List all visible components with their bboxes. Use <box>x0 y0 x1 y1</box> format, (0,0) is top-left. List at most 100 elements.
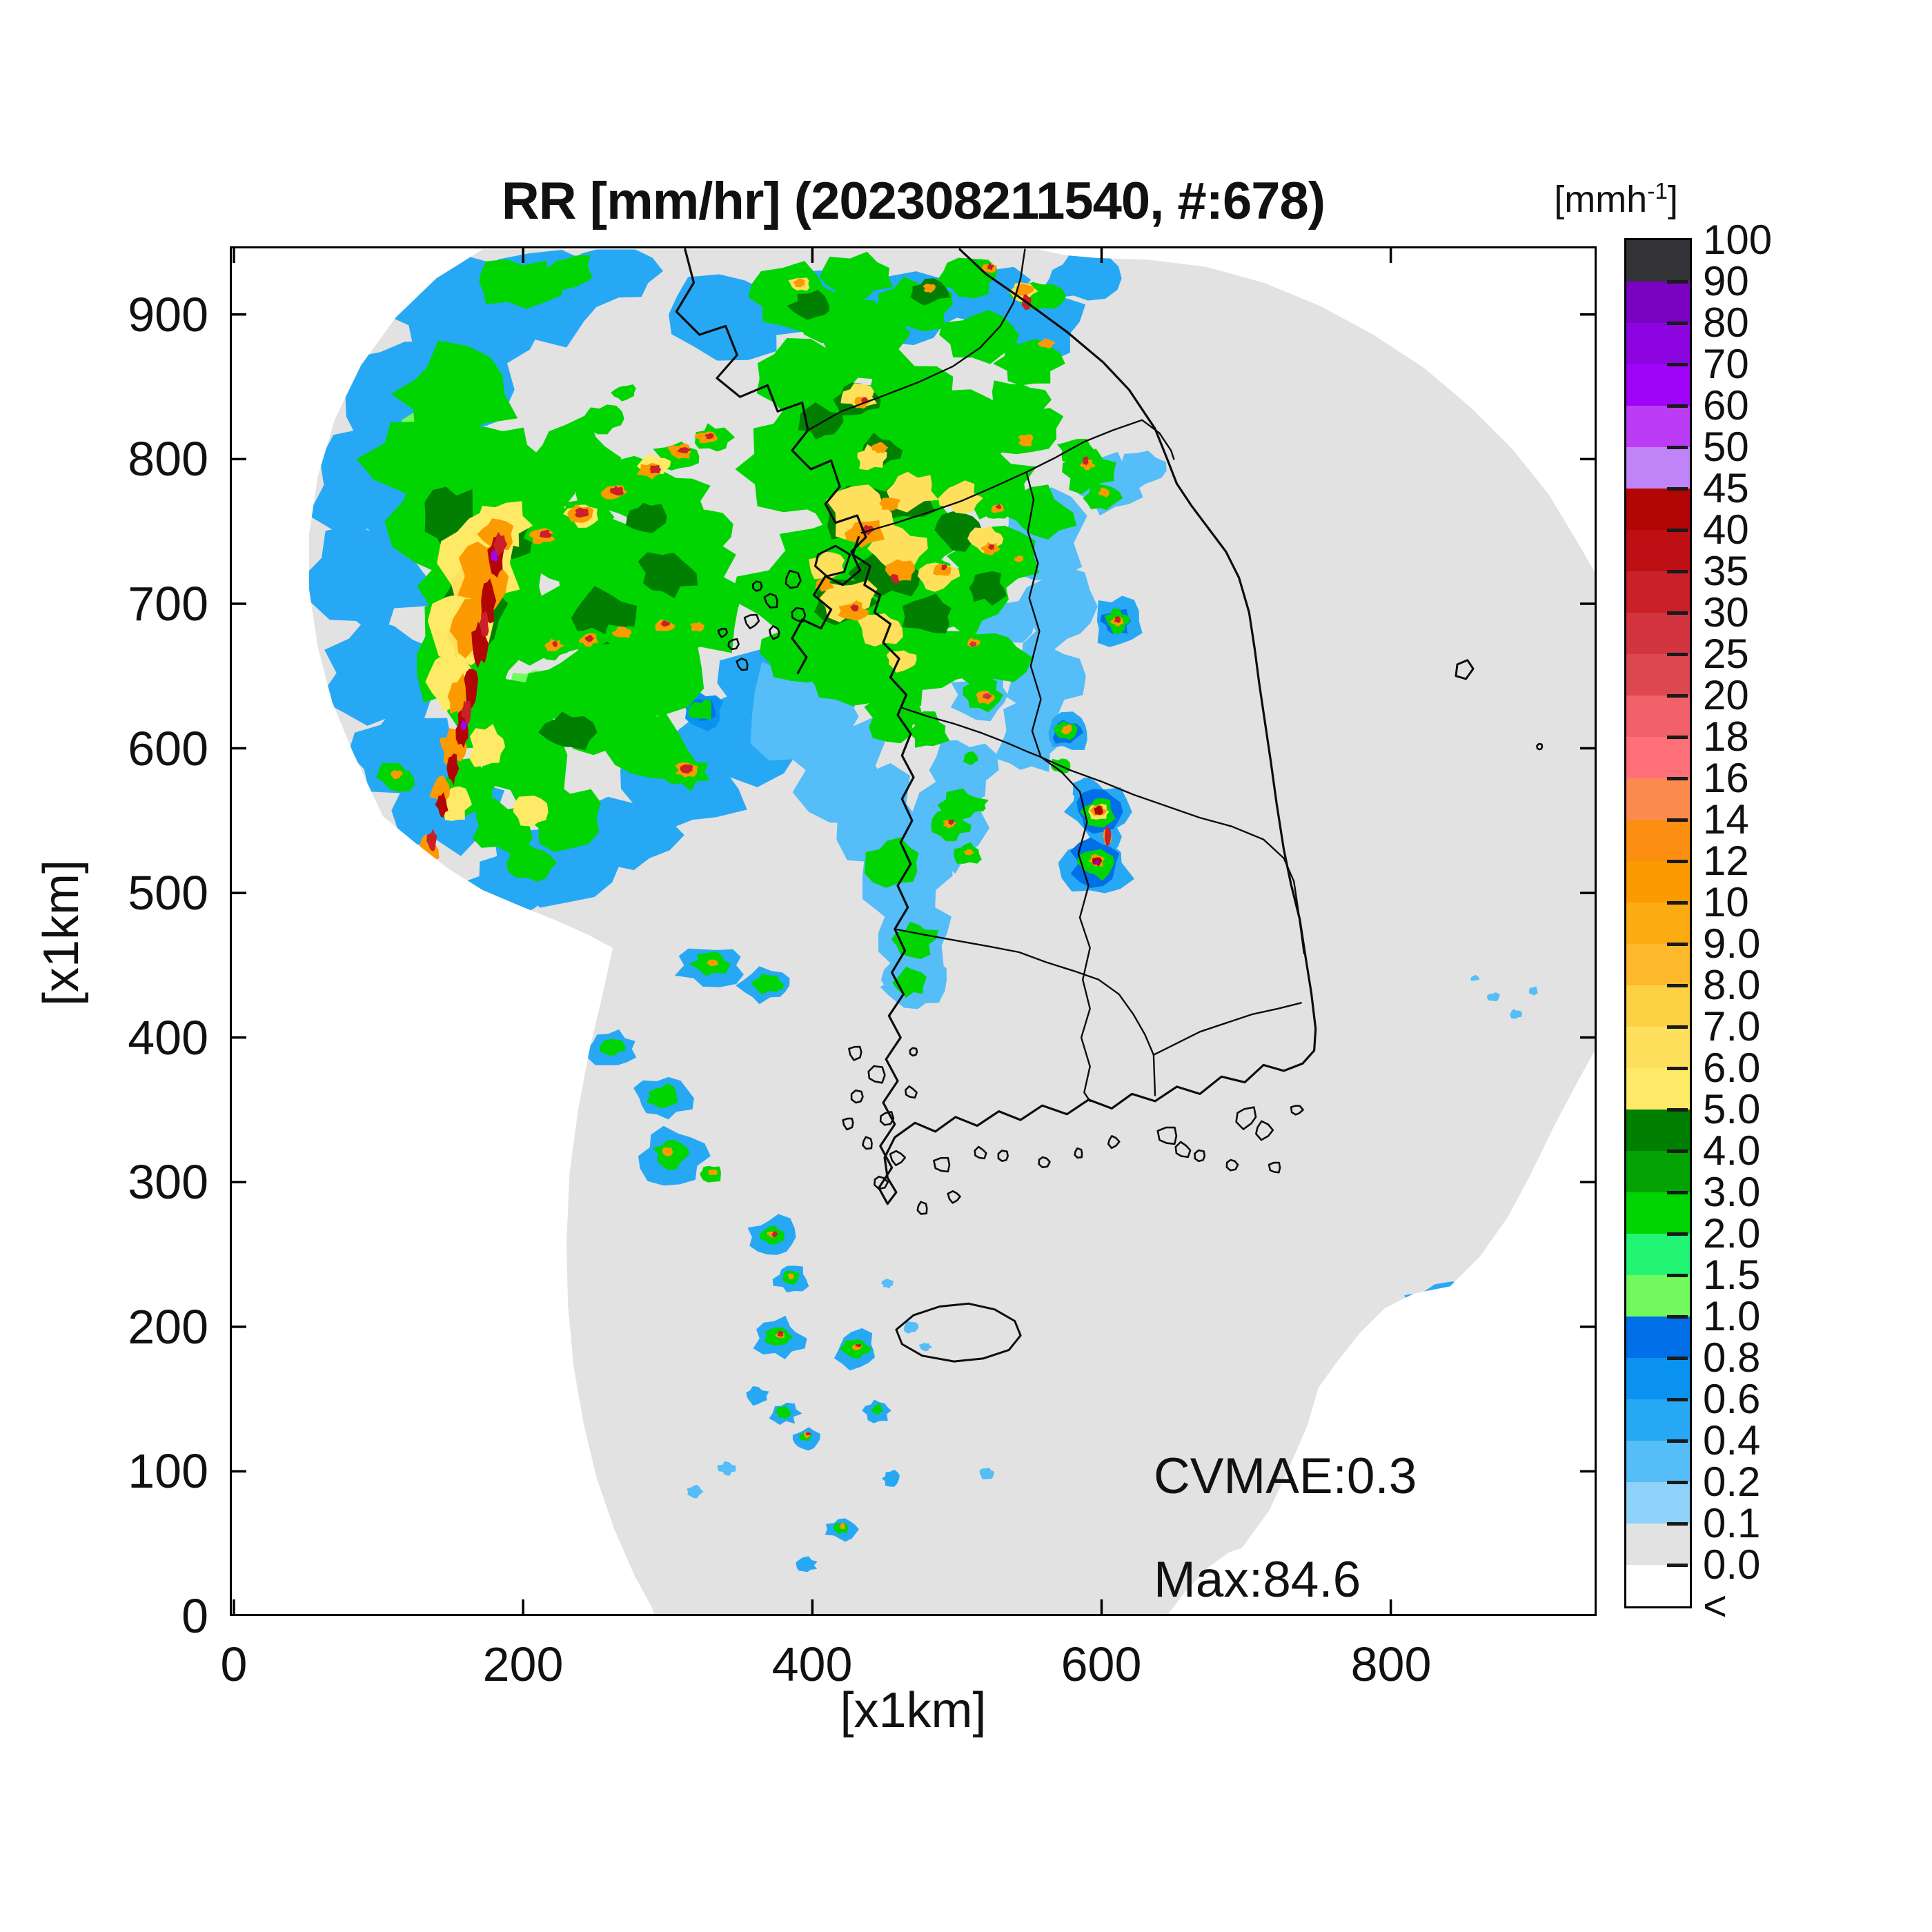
colorbar-tick-mark <box>1667 1025 1688 1029</box>
islet-outline <box>874 1175 889 1190</box>
colorbar-tick-mark <box>1667 901 1688 905</box>
colorbar-tick-label: 35 <box>1703 548 1749 594</box>
islet-outline <box>1290 1105 1304 1116</box>
colorbar-tick-mark <box>1667 1398 1688 1401</box>
colorbar <box>1624 238 1692 1608</box>
colorbar-tick-label: 9.0 <box>1703 920 1761 967</box>
colorbar-tick-label: 6.0 <box>1703 1045 1761 1091</box>
colorbar-tick-label: 70 <box>1703 341 1749 387</box>
colorbar-segment <box>1626 1027 1690 1068</box>
islet-outline <box>743 613 760 629</box>
colorbar-segment <box>1626 654 1690 696</box>
islet-outline <box>889 1150 907 1167</box>
colorbar-tick-label: 45 <box>1703 465 1749 511</box>
colorbar-tick-label: 0.8 <box>1703 1334 1761 1381</box>
x-tick-label: 400 <box>771 1637 853 1691</box>
colorbar-segment <box>1626 323 1690 364</box>
colorbar-tick-mark <box>1667 736 1688 739</box>
islet-outline <box>727 638 740 651</box>
colorbar-tick-label: 100 <box>1703 217 1773 263</box>
x-tick-label: 800 <box>1350 1637 1432 1691</box>
colorbar-segment <box>1626 1068 1690 1110</box>
colorbar-tick-mark <box>1667 363 1688 366</box>
colorbar-segment <box>1626 1317 1690 1358</box>
colorbar-tick-mark <box>1667 280 1688 284</box>
colorbar-tick-mark <box>1667 1481 1688 1484</box>
y-tick-label: 0 <box>181 1589 208 1643</box>
islet-outline <box>848 1045 862 1061</box>
islet-outline <box>867 1065 886 1084</box>
y-tick-label: 100 <box>128 1444 208 1498</box>
islet-outline <box>842 1117 854 1131</box>
colorbar-tick-mark <box>1667 1232 1688 1236</box>
colorbar-segment <box>1626 1358 1690 1399</box>
islet-outline <box>1225 1159 1239 1172</box>
islet-outline <box>1174 1141 1192 1159</box>
islet-outline <box>1156 1126 1178 1145</box>
colorbar-tick-label: 1.5 <box>1703 1252 1761 1298</box>
colorbar-tick-mark <box>1667 1108 1688 1112</box>
colorbar-segment <box>1626 861 1690 903</box>
colorbar-tick-mark <box>1667 1150 1688 1153</box>
islet-outline <box>1255 1120 1274 1141</box>
colorbar-tick-label: 0.4 <box>1703 1417 1761 1463</box>
colorbar-segment <box>1626 944 1690 985</box>
x-axis-title: [x1km] <box>840 1683 987 1738</box>
colorbar-tick-label: 7.0 <box>1703 1003 1761 1049</box>
colorbar-tick-label: 4.0 <box>1703 1127 1761 1174</box>
y-tick-label: 200 <box>128 1300 208 1354</box>
colorbar-tick-label: 18 <box>1703 713 1749 760</box>
colorbar-tick-label: 8.0 <box>1703 962 1761 1008</box>
colorbar-tick-label: 0.0 <box>1703 1541 1761 1588</box>
colorbar-tick-mark <box>1667 611 1688 615</box>
colorbar-tick-label: 1.0 <box>1703 1293 1761 1339</box>
colorbar-segment <box>1626 820 1690 861</box>
colorbar-tick-label: 10 <box>1703 879 1749 925</box>
islet-outline <box>916 1201 928 1215</box>
islet-outline <box>1107 1135 1121 1150</box>
islet-outline <box>1194 1149 1206 1163</box>
colorbar-segment <box>1626 696 1690 737</box>
colorbar-tick-label: 40 <box>1703 506 1749 553</box>
colorbar-segment <box>1626 1482 1690 1524</box>
map-boundaries <box>675 248 1544 1363</box>
islet-outline <box>1074 1147 1083 1159</box>
colorbar-tick-mark <box>1667 984 1688 987</box>
colorbar-tick-mark <box>1667 487 1688 491</box>
colorbar-tick-mark <box>1667 404 1688 408</box>
y-tick-label: 300 <box>128 1155 208 1209</box>
islet-outline <box>785 569 802 589</box>
colorbar-segment <box>1626 1399 1690 1441</box>
islet-outline <box>736 658 749 671</box>
colorbar-segment <box>1626 571 1690 613</box>
colorbar-tick-mark <box>1667 1315 1688 1319</box>
axis-ticks <box>231 248 1595 1616</box>
colorbar-unit-label: [mmh-1] <box>1554 179 1678 220</box>
colorbar-tick-label: 90 <box>1703 258 1749 304</box>
x-tick-label: 0 <box>220 1637 248 1691</box>
islet-outline <box>997 1150 1009 1162</box>
colorbar-tick-mark <box>1667 529 1688 532</box>
colorbar-segment <box>1626 613 1690 654</box>
colorbar-tick-label: < <box>1703 1583 1728 1629</box>
islet-outline <box>933 1156 951 1173</box>
y-tick-label: 600 <box>128 722 208 776</box>
colorbar-segment <box>1626 406 1690 447</box>
islet-outline <box>1038 1156 1051 1169</box>
islet-outline <box>947 1190 961 1204</box>
colorbar-tick-label: 12 <box>1703 838 1749 884</box>
page-title: RR [mm/hr] (202308211540, #:678) <box>501 172 1325 230</box>
colorbar-tick-label: 14 <box>1703 796 1749 842</box>
y-tick-label: 700 <box>128 577 208 631</box>
y-tick-label: 500 <box>128 866 208 920</box>
colorbar-segment <box>1626 1524 1690 1565</box>
stat-cvmae: CVMAE:0.3 <box>1154 1448 1417 1504</box>
colorbar-tick-label: 20 <box>1703 672 1749 718</box>
colorbar-tick-label: 16 <box>1703 755 1749 801</box>
islet-outline <box>850 1090 864 1104</box>
colorbar-tick-mark <box>1667 1191 1688 1194</box>
colorbar-segment <box>1626 447 1690 489</box>
colorbar-tick-label: 80 <box>1703 299 1749 346</box>
y-tick-label: 400 <box>128 1011 208 1065</box>
